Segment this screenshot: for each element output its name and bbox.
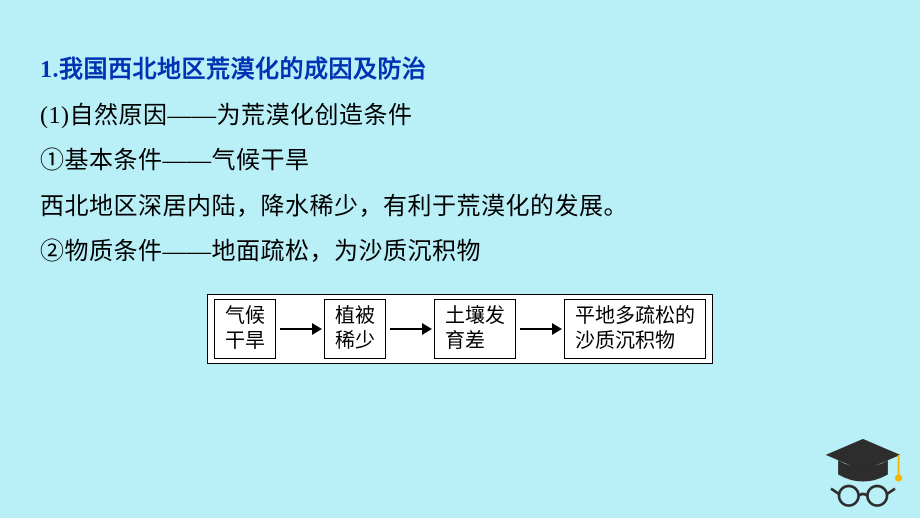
flow-node-4: 平地多疏松的 沙质沉积物 (564, 299, 706, 359)
flow-diagram: 气候 干旱 植被 稀少 土壤发 育差 平地多疏松的 沙质沉积物 (40, 294, 880, 364)
flow-node-2: 植被 稀少 (324, 299, 386, 359)
section-heading: 1.我国西北地区荒漠化的成因及防治 (40, 48, 880, 94)
body-line-3: 西北地区深居内陆，降水稀少，有利于荒漠化的发展。 (40, 185, 880, 231)
arrow-icon (386, 319, 434, 339)
flow-strip: 气候 干旱 植被 稀少 土壤发 育差 平地多疏松的 沙质沉积物 (207, 294, 713, 364)
arrow-icon (516, 319, 564, 339)
flow-node-1: 气候 干旱 (214, 299, 276, 359)
graduate-cap-glasses-icon (818, 430, 908, 510)
slide-content: 1.我国西北地区荒漠化的成因及防治 (1)自然原因——为荒漠化创造条件 ①基本条… (0, 0, 920, 364)
arrow-icon (276, 319, 324, 339)
body-line-2: ①基本条件——气候干旱 (40, 139, 880, 185)
body-line-4: ②物质条件——地面疏松，为沙质沉积物 (40, 230, 880, 276)
flow-node-3: 土壤发 育差 (434, 299, 516, 359)
body-line-1: (1)自然原因——为荒漠化创造条件 (40, 94, 880, 140)
